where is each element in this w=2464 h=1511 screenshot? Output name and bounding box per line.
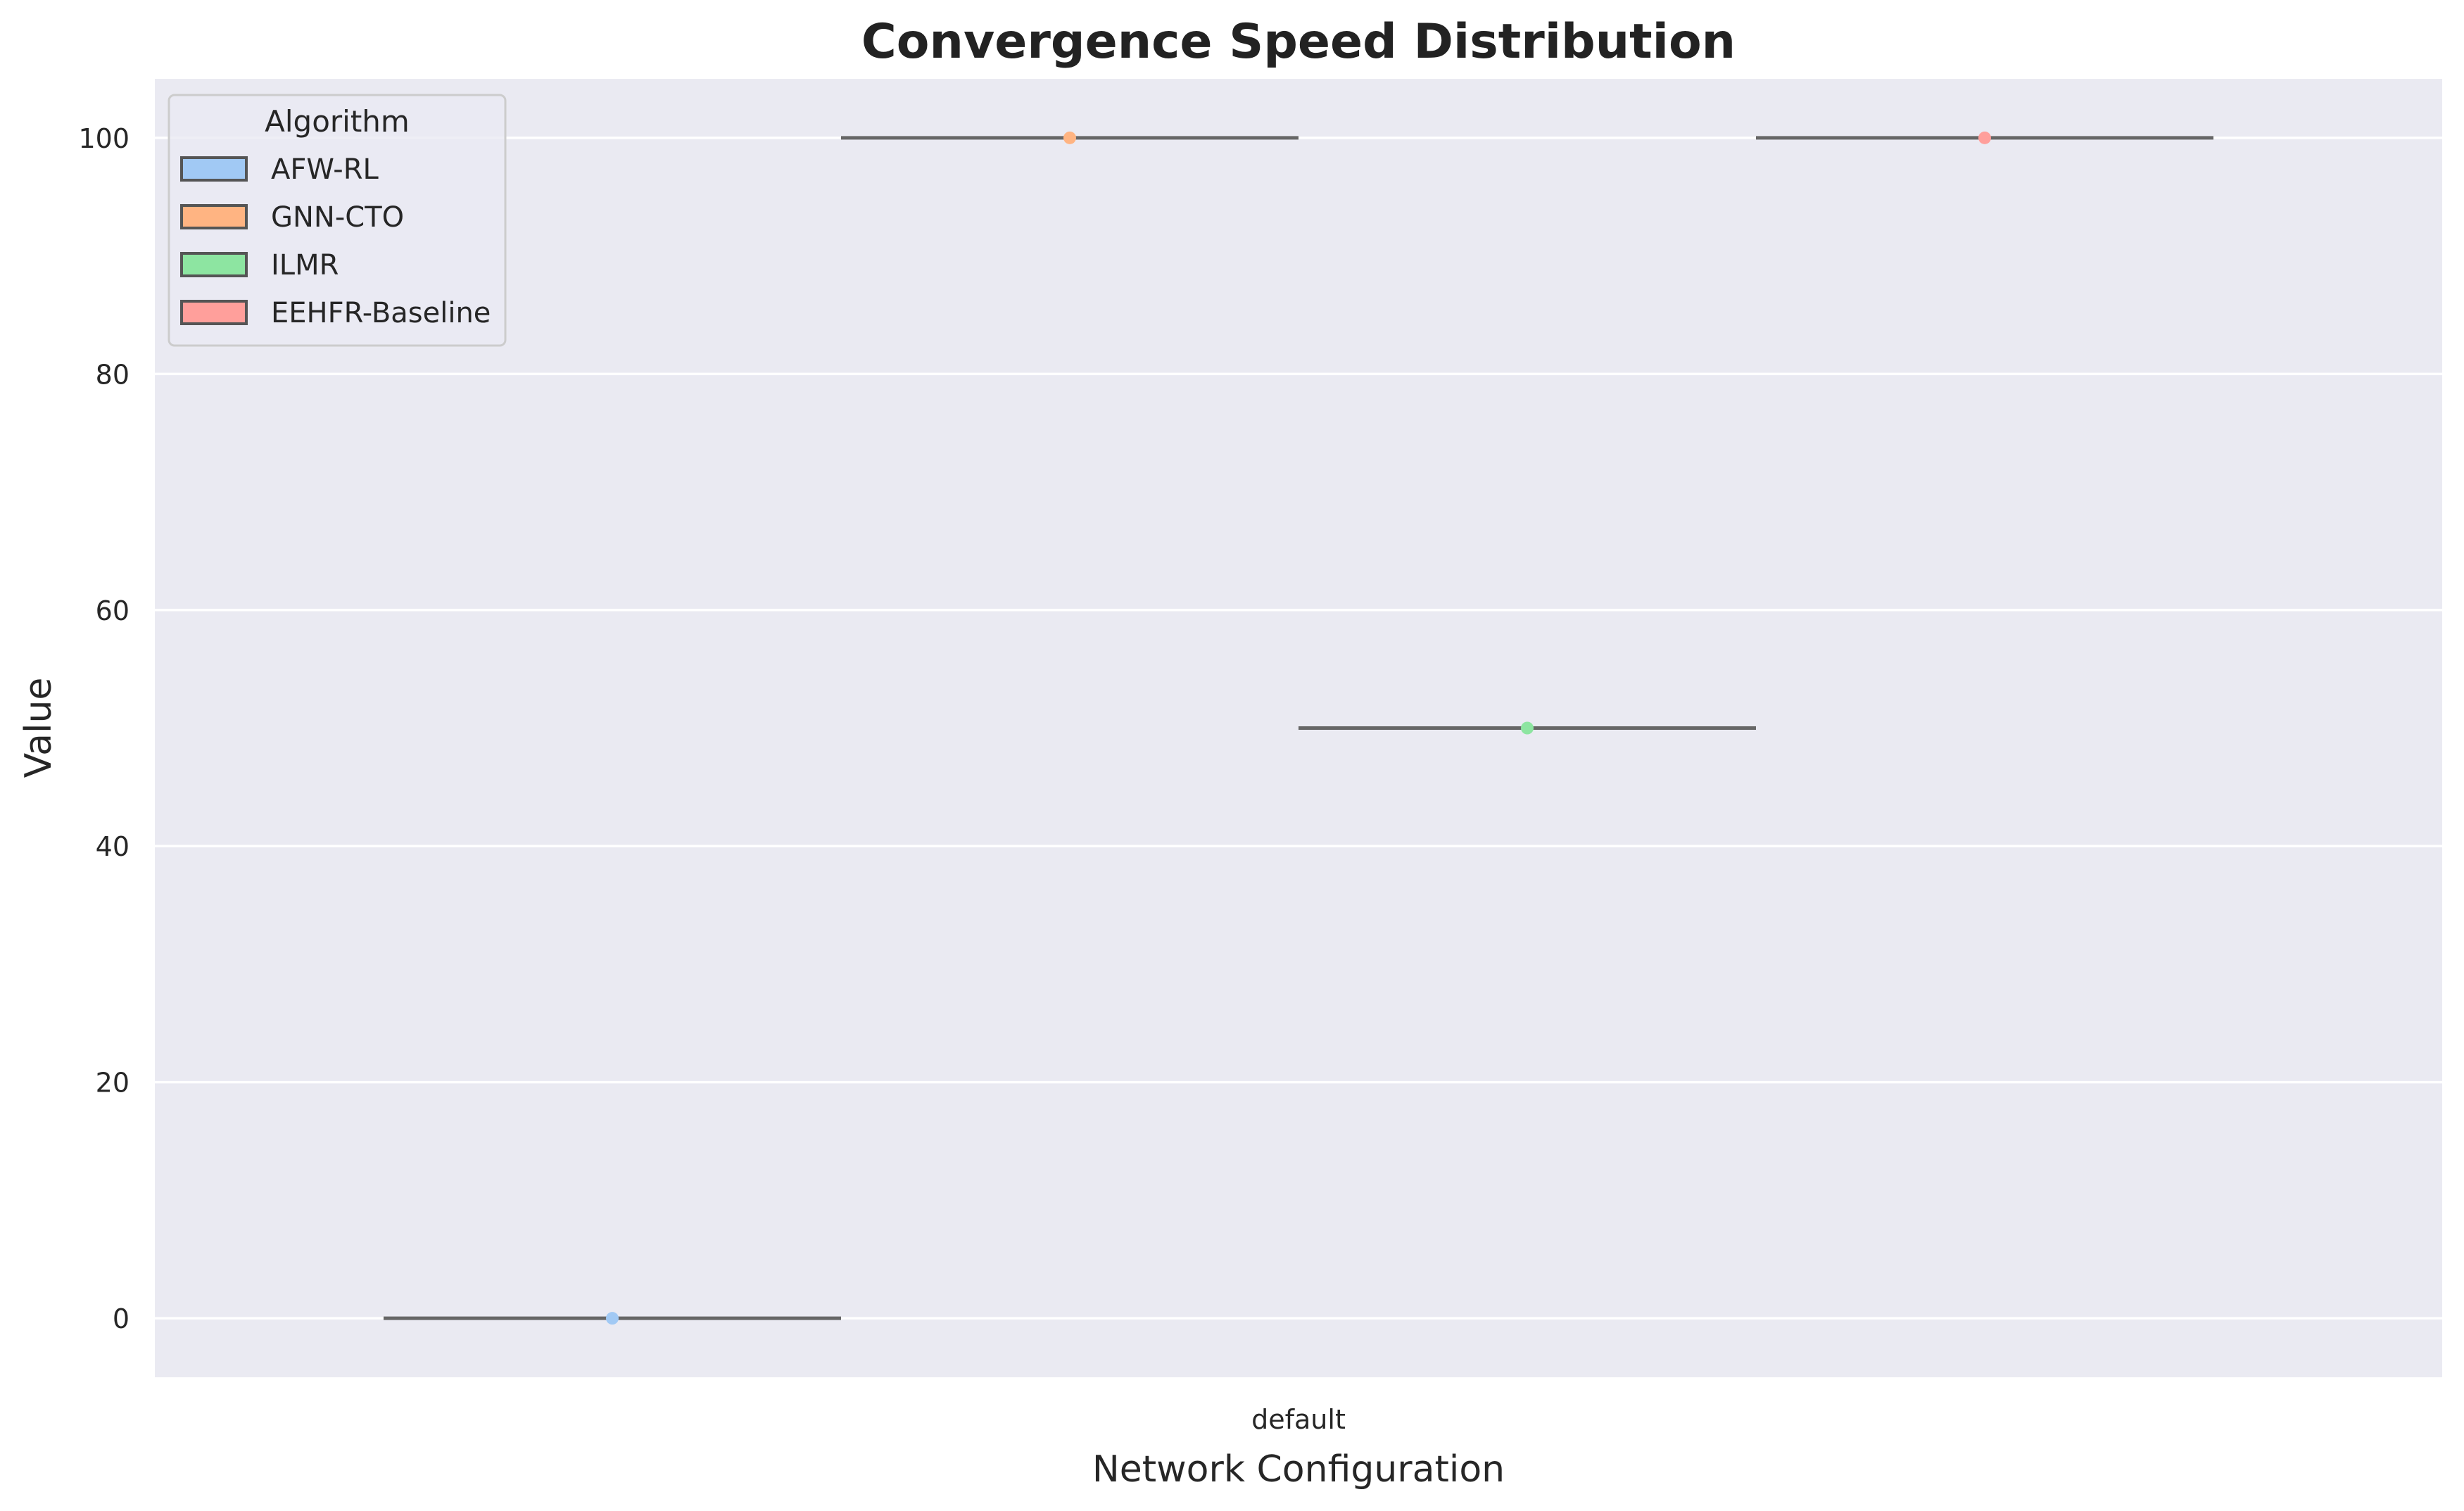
y-tick-label: 20: [96, 1068, 129, 1099]
legend: Algorithm AFW-RL GNN-CTO ILMR EEHFR-Baselin…: [168, 94, 507, 347]
legend-label: ILMR: [271, 249, 339, 282]
y-tick-label: 100: [78, 123, 129, 154]
y-tick-label: 60: [96, 595, 129, 626]
median-point-gnn-cto: [1063, 131, 1076, 144]
legend-swatch: [180, 300, 248, 325]
x-axis-label: Network Configuration: [1092, 1448, 1505, 1491]
y-axis-label: Value: [18, 678, 60, 778]
legend-title: Algorithm: [265, 104, 410, 139]
legend-items: AFW-RL GNN-CTO ILMR EEHFR-Baseline: [180, 153, 491, 329]
legend-label: AFW-RL: [271, 153, 379, 186]
legend-label: EEHFR-Baseline: [271, 297, 491, 329]
chart-title: Convergence Speed Distribution: [861, 14, 1736, 70]
x-tick-label: default: [1251, 1404, 1346, 1435]
y-tick-label: 0: [113, 1303, 129, 1334]
median-point-afw-rl: [606, 1312, 619, 1325]
median-point-ilmr: [1521, 721, 1534, 735]
legend-swatch: [180, 204, 248, 229]
legend-frame: [168, 94, 507, 347]
legend-swatch: [180, 156, 248, 182]
y-tick-label: 40: [96, 831, 129, 862]
median-point-eehfr-baseline: [1978, 131, 1991, 144]
y-tick-labels: 0 20 40 60 80 100: [78, 123, 129, 1334]
legend-swatch: [180, 252, 248, 277]
y-tick-label: 80: [96, 359, 129, 390]
legend-label: GNN-CTO: [271, 201, 404, 234]
x-tick-labels: default: [1251, 1404, 1346, 1435]
data-marks: [384, 131, 2213, 1325]
